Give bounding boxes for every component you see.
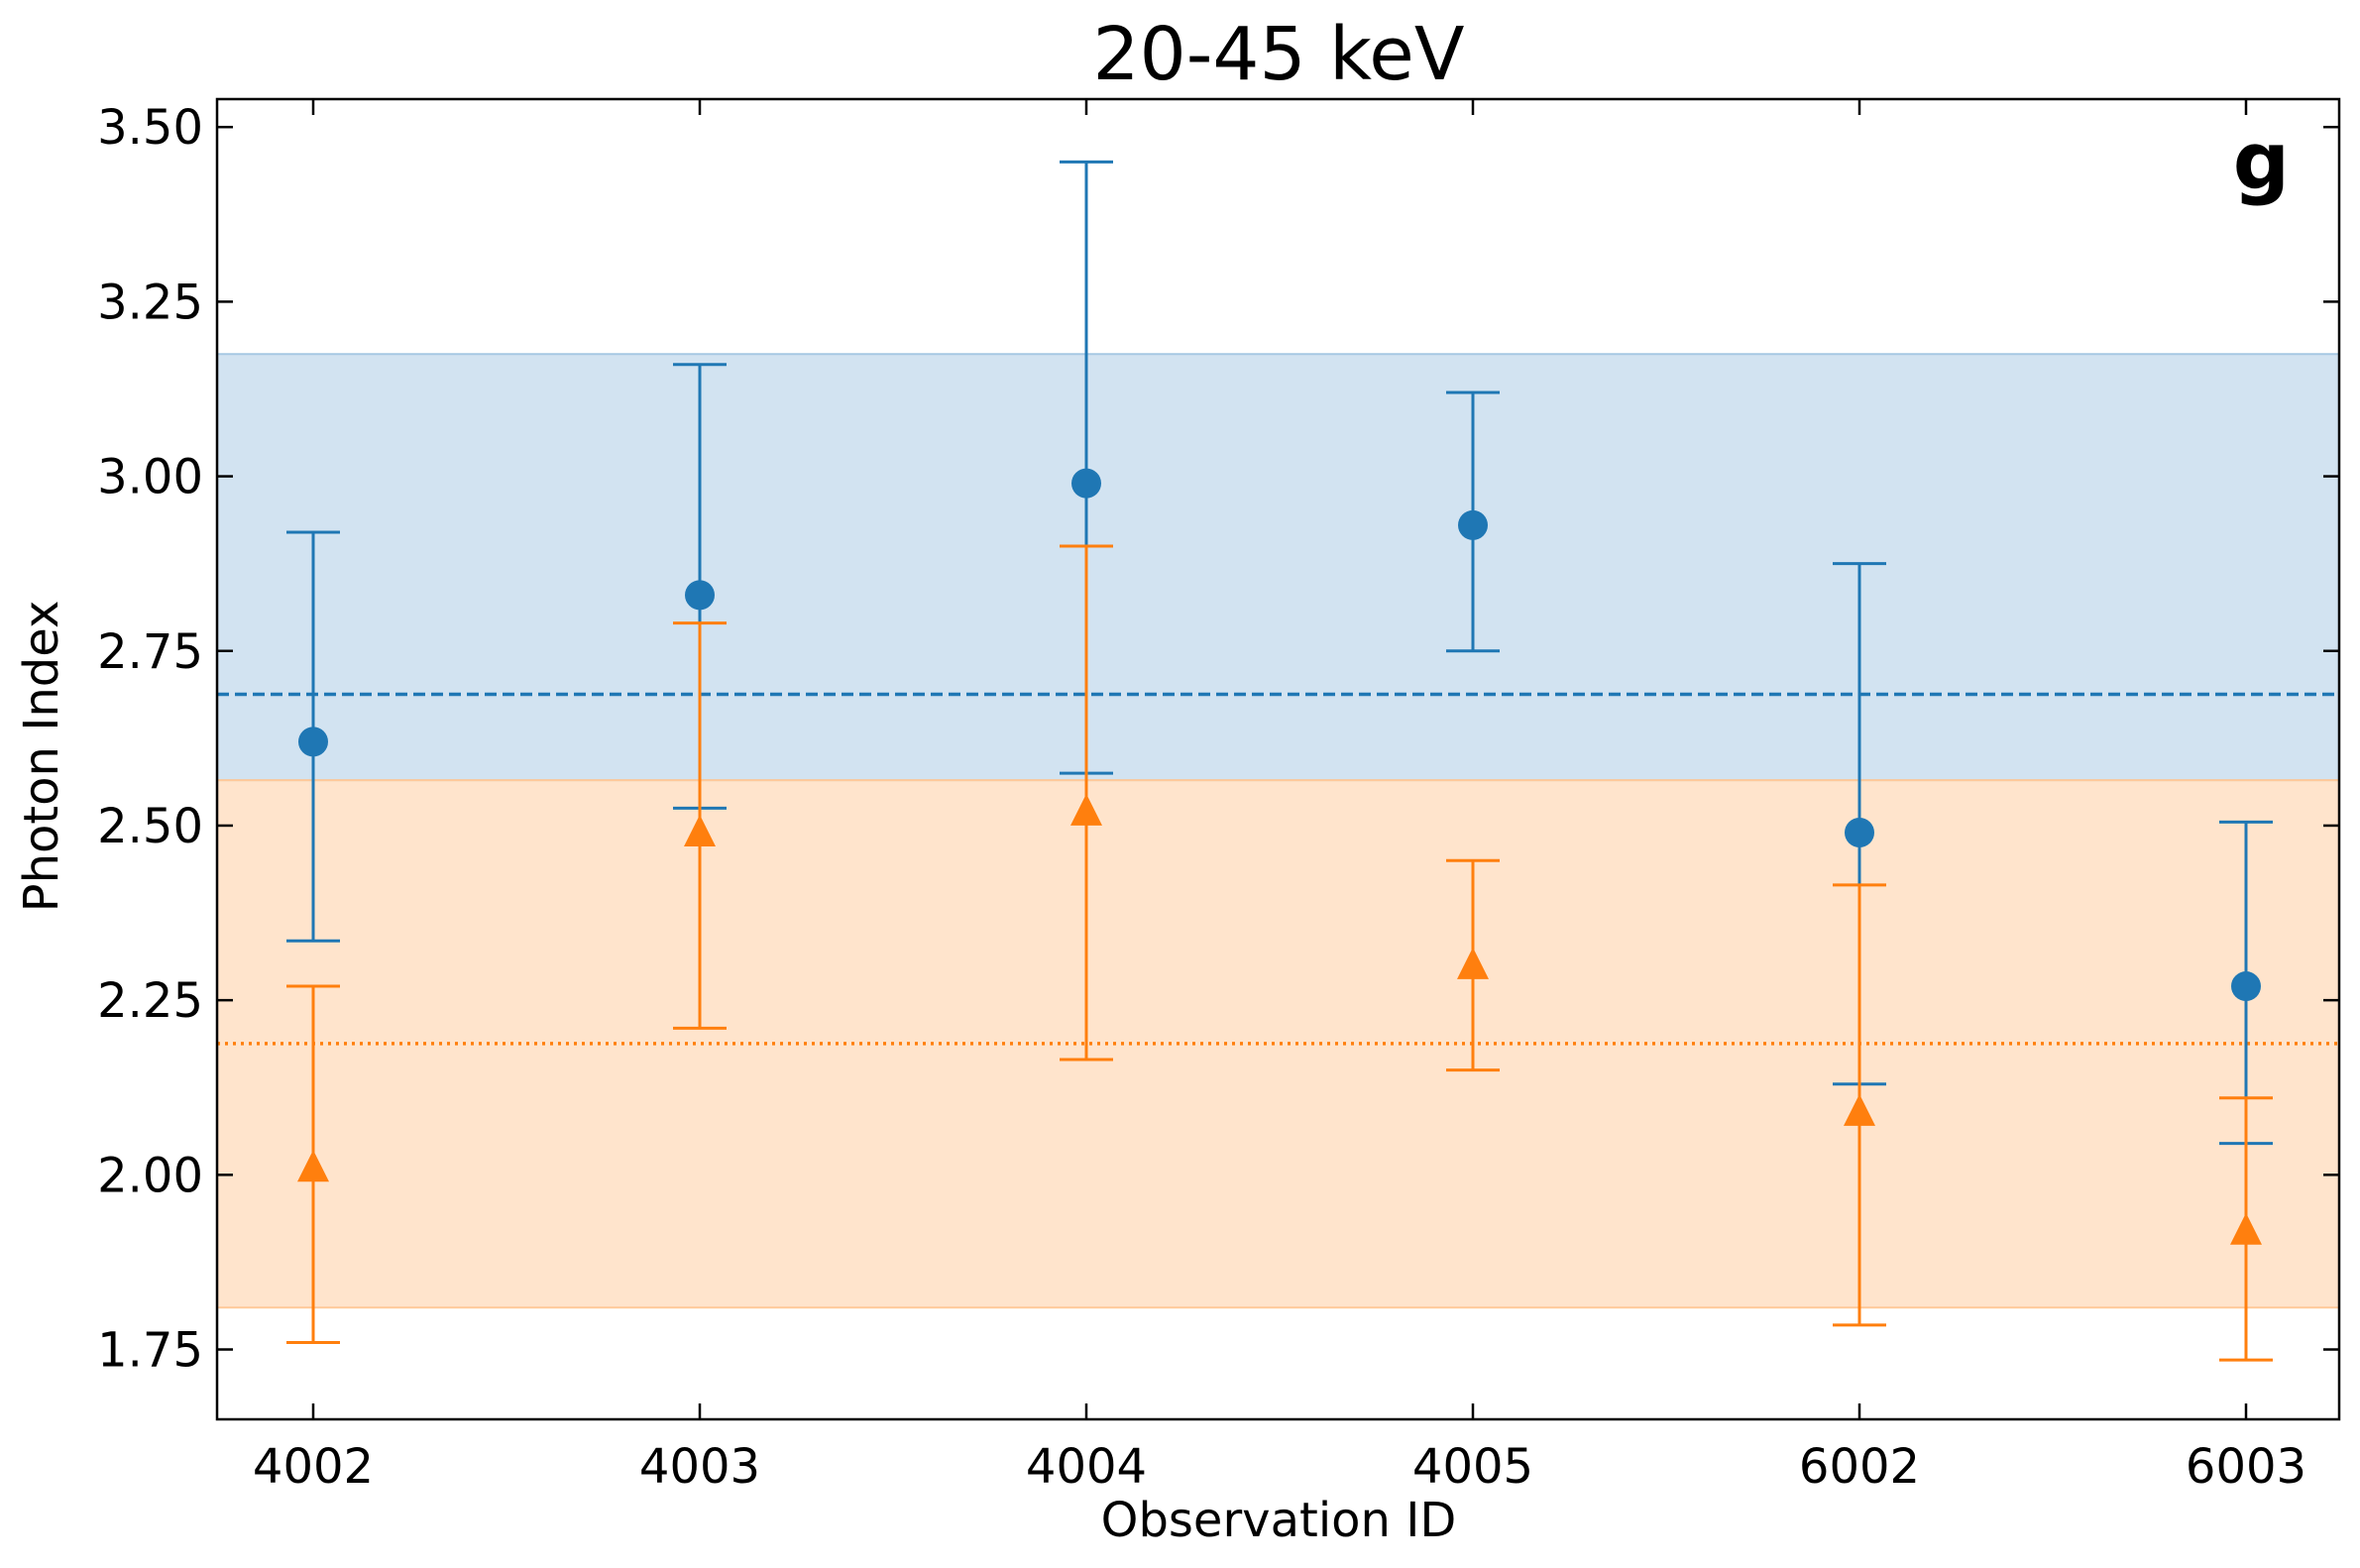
x-tick-label-0: 4002: [253, 1439, 374, 1495]
point-series-1-5: [2230, 1212, 2262, 1245]
uncertainty-bands: [216, 353, 2340, 1309]
x-axis-label: Observation ID: [1101, 1493, 1457, 1548]
y-tick-label-5: 3.00: [97, 450, 203, 505]
point-series-0-3: [1458, 509, 1488, 540]
x-tick-label-2: 4004: [1026, 1439, 1147, 1495]
y-tick-label-6: 3.25: [97, 275, 203, 330]
y-tick-label-3: 2.50: [97, 799, 203, 854]
y-axis-label: Photon Index: [14, 601, 69, 913]
axis-ticks: 4002 4003 4004 4005 6002 6003 1.75 2.00 2.25 2.50…: [97, 99, 2339, 1495]
x-tick-label-4: 6002: [1799, 1439, 1920, 1495]
x-tick-label-3: 4005: [1412, 1439, 1533, 1495]
point-series-1-0: [297, 1150, 329, 1182]
point-series-1-4: [1844, 1093, 1875, 1126]
x-tick-label-1: 4003: [639, 1439, 760, 1495]
panel-label: g: [2233, 115, 2290, 207]
point-series-0-0: [298, 727, 328, 757]
plot-frame: [215, 97, 2341, 1421]
point-series-1-1: [684, 815, 716, 846]
chart-title: 20-45 keV: [1093, 12, 1465, 97]
y-tick-label-4: 2.75: [97, 624, 203, 680]
x-tick-label-5: 6003: [2186, 1439, 2306, 1495]
y-tick-label-2: 2.25: [97, 973, 203, 1029]
point-series-1-3: [1457, 947, 1489, 979]
point-series-0-4: [1845, 818, 1874, 847]
y-tick-label-7: 3.50: [97, 100, 203, 156]
mean-lines: [217, 692, 2339, 1046]
point-series-0-5: [2231, 971, 2261, 1002]
y-tick-label-0: 1.75: [97, 1323, 203, 1379]
y-tick-label-1: 2.00: [97, 1148, 203, 1203]
band-series-0: [216, 353, 2340, 782]
point-series-0-2: [1071, 468, 1101, 499]
data-markers: [297, 468, 2262, 1245]
point-series-0-1: [685, 580, 715, 611]
point-series-1-2: [1070, 793, 1102, 826]
